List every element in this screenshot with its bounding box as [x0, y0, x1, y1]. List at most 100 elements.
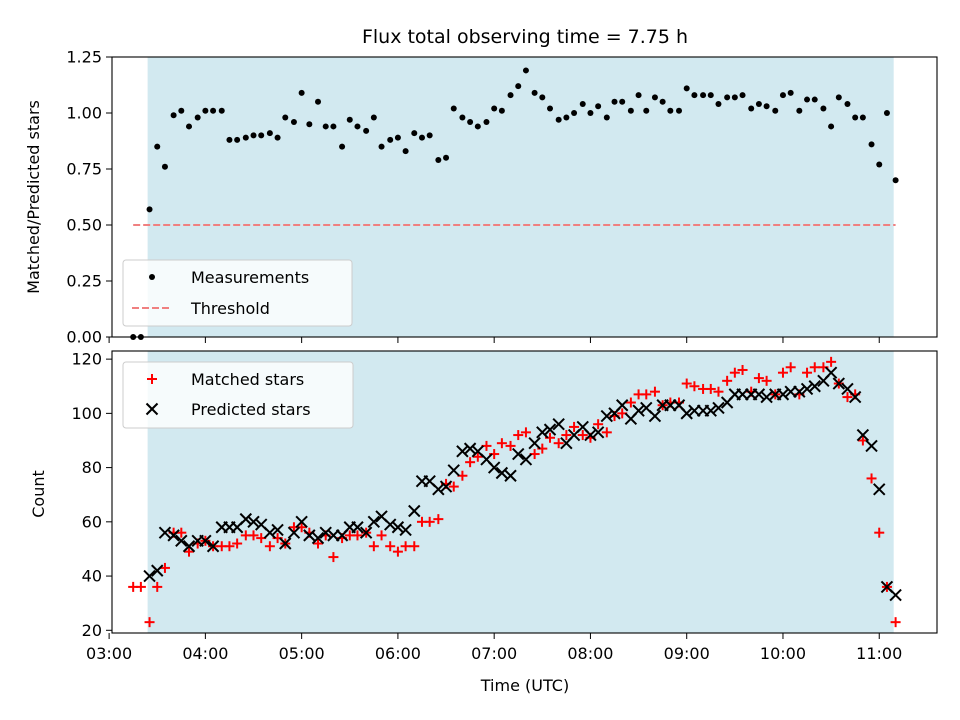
matched-point [722, 375, 733, 386]
predicted-point-b [865, 439, 878, 453]
predicted-point [303, 529, 316, 542]
predicted-point [151, 564, 164, 577]
x-tick-label: 04:00 [182, 644, 228, 663]
measurement-point [707, 92, 714, 99]
predicted-point [616, 399, 629, 412]
matched-point [625, 397, 636, 408]
y-tick-label: 0.50 [66, 216, 102, 235]
measurement-point [202, 107, 209, 114]
predicted-point [463, 442, 477, 455]
predicted-point [447, 464, 460, 477]
matched-point [802, 367, 813, 378]
predicted-point-b [151, 564, 164, 577]
measurement-point [370, 114, 377, 121]
measurement-point [474, 123, 481, 130]
top-y-axis-label: Matched/Predicted stars [24, 100, 43, 294]
measurement-point [611, 98, 618, 105]
measurement-point [339, 143, 346, 150]
matched-point [842, 392, 853, 403]
measurement-point [683, 85, 690, 92]
predicted-point-b [311, 531, 325, 545]
measurement-point [651, 94, 658, 101]
matched-point [641, 389, 652, 400]
top-legend: Measurements Threshold [122, 259, 353, 327]
measurement-point [804, 96, 811, 103]
bottom-legend: Matched stars Predicted stars [122, 361, 354, 429]
predicted-point-b [600, 409, 614, 423]
x-tick-label: 03:00 [86, 644, 132, 663]
matched-point [505, 440, 516, 451]
predicted-point-b [391, 521, 405, 534]
predicted-point [632, 404, 645, 417]
measurement-point [772, 107, 779, 114]
predicted-point-b [239, 512, 253, 526]
predicted-point-b [512, 447, 525, 461]
predicted-point-b [752, 388, 766, 401]
predicted-point-b [263, 526, 277, 539]
top-y-axis: 0.00 0.25 0.50 0.75 1.00 1.25 [66, 48, 112, 347]
predicted-point [311, 531, 325, 545]
matched-point [890, 617, 901, 628]
matched-point [152, 581, 163, 592]
predicted-point-b [423, 474, 436, 488]
matched-point [313, 538, 324, 549]
bottom-y-axis-label: Count [29, 470, 48, 518]
predicted-point [367, 515, 381, 529]
predicted-point-b [480, 453, 493, 466]
measurement-point [298, 89, 305, 96]
predicted-point-b [528, 436, 541, 450]
legend-label-predicted: Predicted stars [191, 400, 311, 419]
measurement-point [859, 114, 866, 121]
predicted-point [552, 418, 565, 431]
predicted-point-b [856, 428, 870, 442]
matched-point [496, 438, 507, 449]
matched-point [553, 438, 564, 449]
measurement-point [498, 107, 505, 114]
y-tick-label: 0.25 [66, 272, 102, 291]
predicted-point [528, 436, 541, 450]
x-tick-label: 06:00 [375, 644, 421, 663]
measurement-point [483, 118, 490, 125]
predicted-point [487, 461, 501, 474]
predicted-point-b [456, 445, 469, 458]
measurement-point [619, 98, 626, 105]
legend-marker-matched [147, 374, 157, 384]
measurement-point [868, 141, 875, 148]
measurement-point [418, 134, 425, 141]
matched-point [826, 356, 837, 367]
predicted-point [199, 534, 212, 548]
predicted-point [399, 523, 412, 537]
predicted-point [760, 390, 773, 404]
measurement-point [290, 118, 297, 125]
predicted-point-b [760, 390, 773, 404]
predicted-point-b [648, 409, 662, 423]
measurement-point [178, 107, 185, 114]
matched-point [368, 541, 379, 552]
predicted-point-b [841, 382, 854, 396]
predicted-point [279, 537, 292, 550]
measurement-point [242, 134, 249, 141]
predicted-point [182, 540, 196, 553]
measurement-point [467, 118, 474, 125]
measurement-point [739, 92, 746, 99]
predicted-point [824, 366, 838, 379]
predicted-point [206, 540, 220, 553]
measurement-point [779, 92, 786, 99]
measurement-point [876, 161, 883, 168]
predicted-point-b [776, 388, 790, 401]
predicted-point-b [712, 401, 725, 415]
measurement-point [274, 134, 281, 141]
measurement-point [315, 98, 322, 105]
predicted-point-b [408, 504, 421, 518]
predicted-point-b [680, 407, 693, 420]
figure-title: Flux total observing time = 7.75 h [362, 26, 688, 48]
x-tick-label: 05:00 [279, 644, 325, 663]
measurement-point [258, 132, 265, 139]
predicted-point-b [199, 534, 212, 548]
matched-point [465, 457, 476, 468]
predicted-point [319, 526, 332, 539]
measurement-point [755, 101, 762, 108]
matched-point [601, 427, 612, 438]
legend-marker-predicted [145, 402, 159, 416]
